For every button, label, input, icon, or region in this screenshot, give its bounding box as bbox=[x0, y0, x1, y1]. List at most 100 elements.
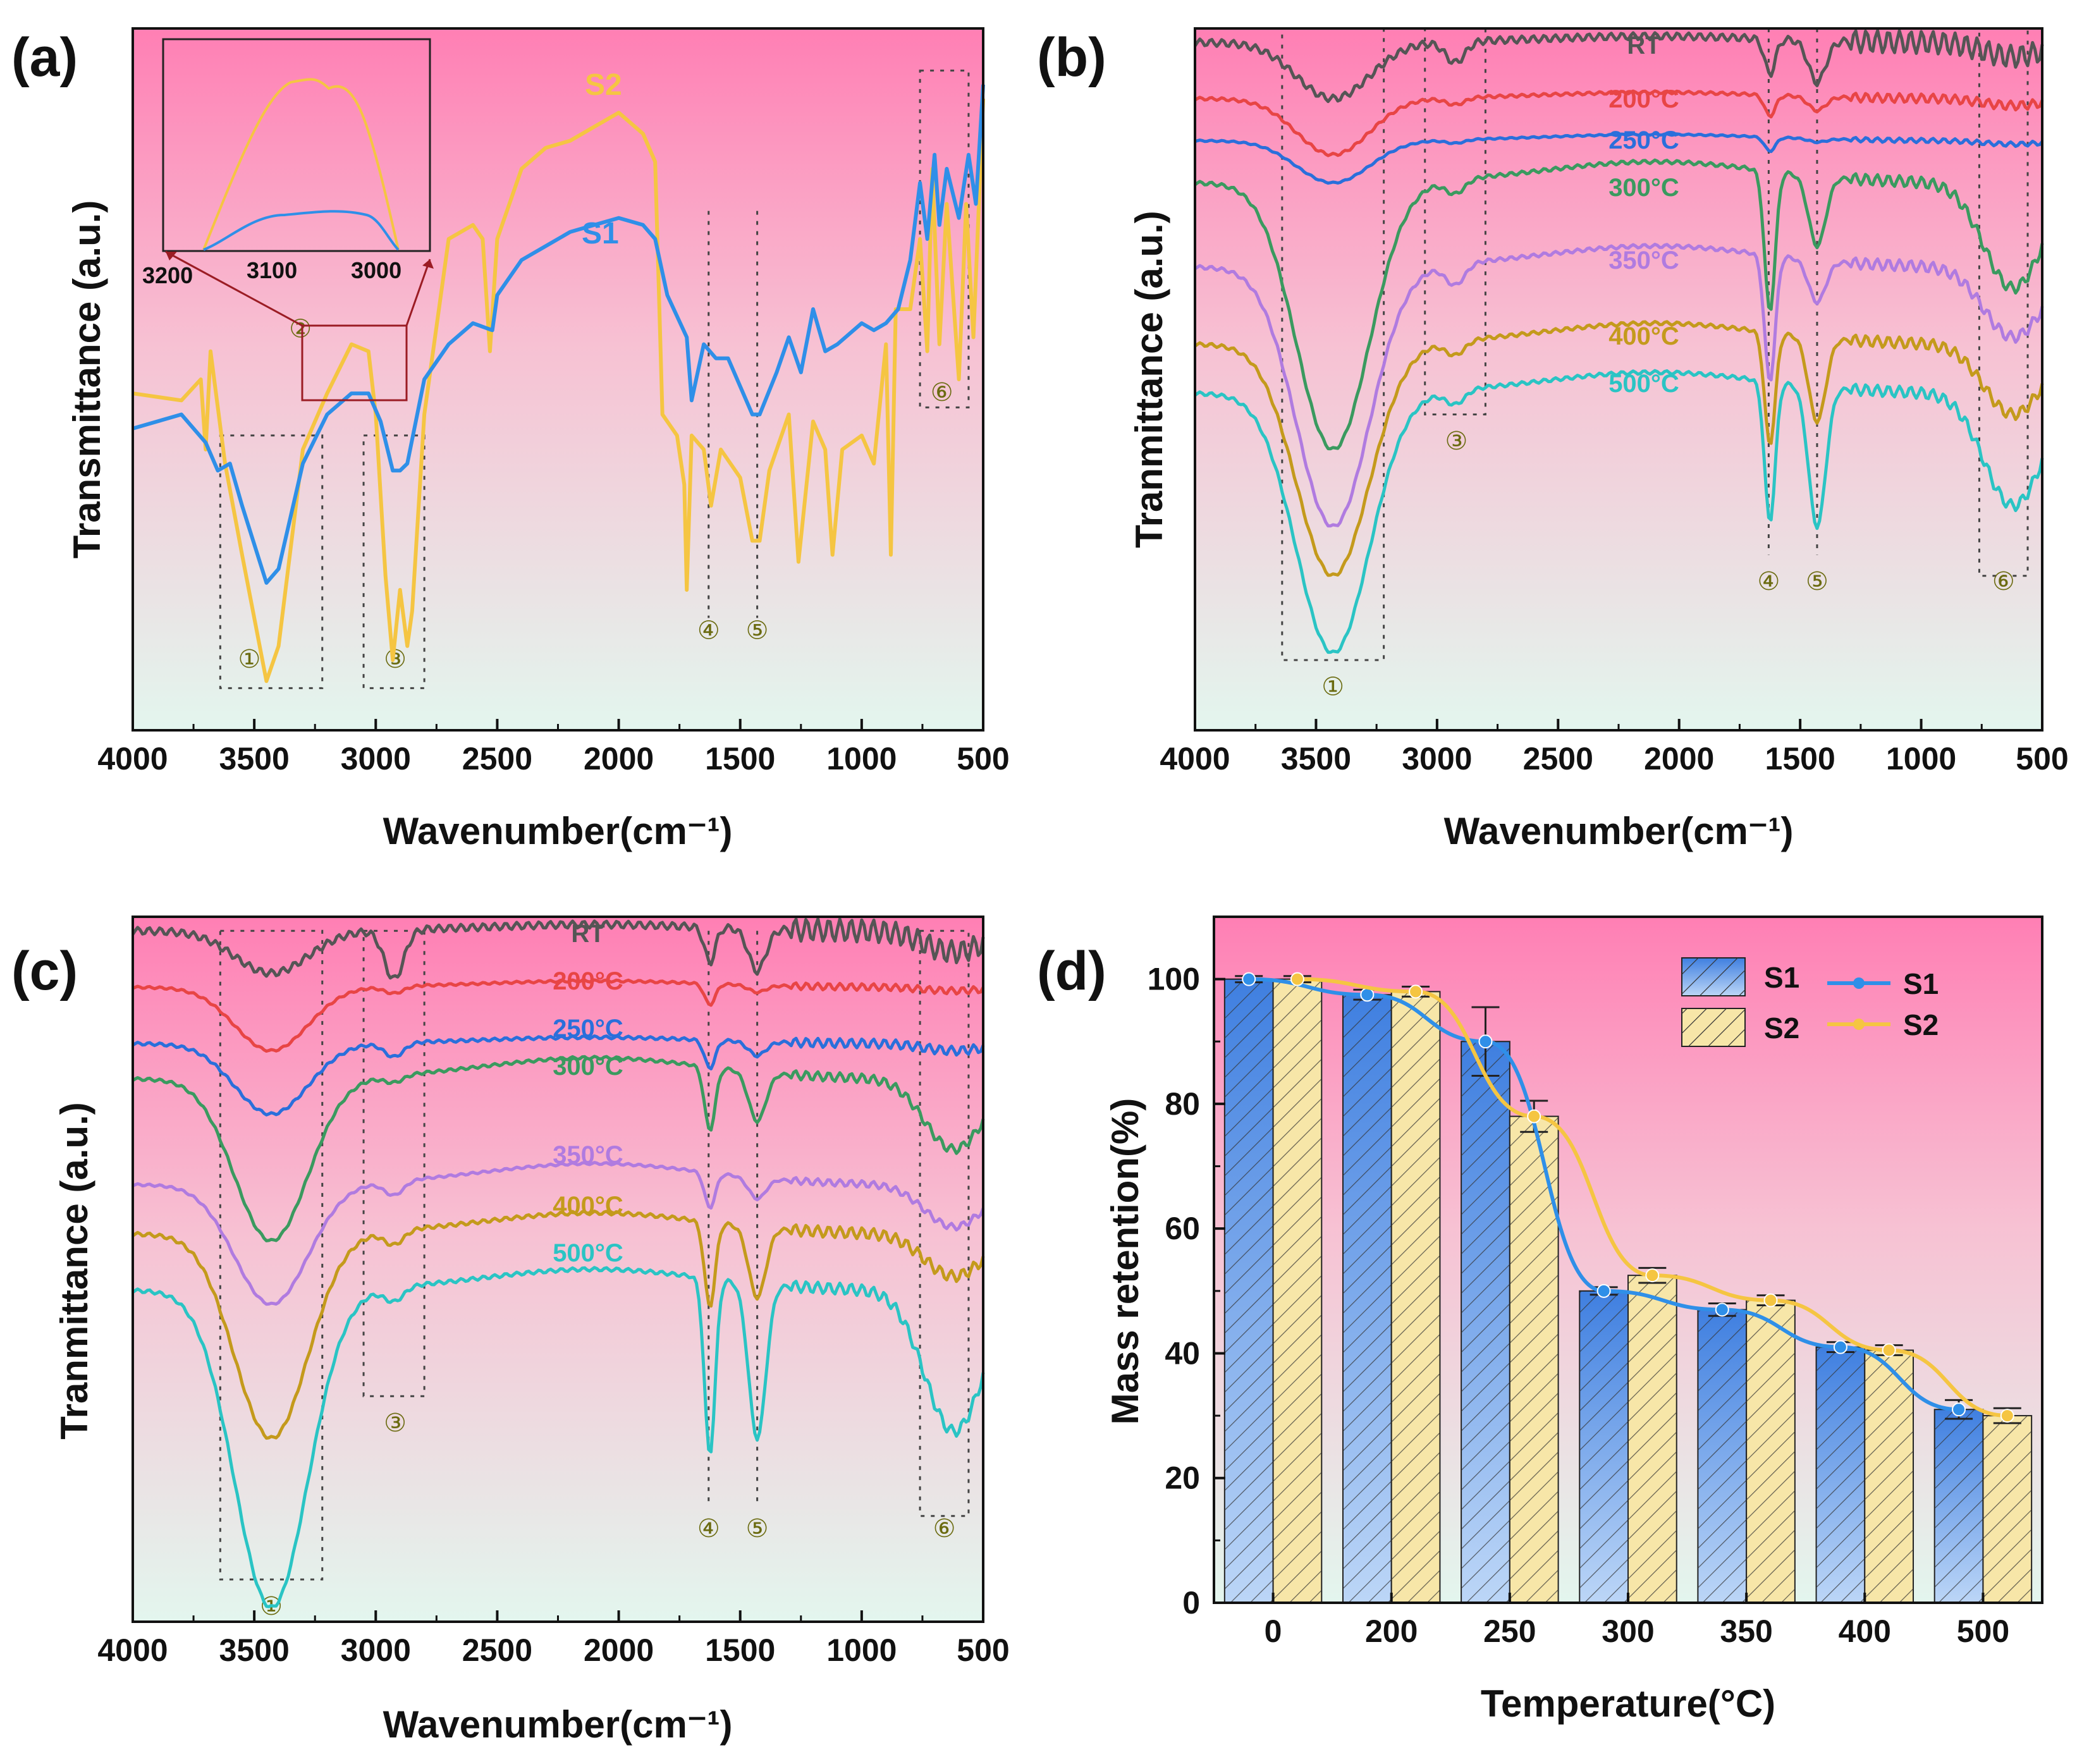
inset-tick-3000: 3000 bbox=[351, 257, 401, 283]
series-label-300: 300°C bbox=[1608, 174, 1679, 202]
line-marker-s1 bbox=[1833, 1340, 1847, 1354]
x-tick-label: 500 bbox=[957, 1632, 1009, 1668]
panel-a-y-axis-label: Transmittance (a.u.) bbox=[66, 200, 108, 559]
y-tick-label: 0 bbox=[1182, 1585, 1200, 1620]
legend-bar-s2-hatch bbox=[1682, 1008, 1745, 1046]
bar-hatch-s1 bbox=[1816, 1347, 1865, 1603]
inset-arrow-right bbox=[422, 259, 434, 269]
series-label-400: 400°C bbox=[553, 1192, 623, 1220]
band-box bbox=[219, 434, 324, 689]
band-box bbox=[919, 929, 970, 1517]
series-label-350: 350°C bbox=[553, 1141, 623, 1169]
line-marker-s1 bbox=[1242, 972, 1256, 986]
panel-c-label: (c) bbox=[11, 941, 78, 1001]
series-label-rt: RT bbox=[1627, 32, 1660, 59]
x-tick-label: 500 bbox=[957, 741, 1009, 776]
legend-line-s2-marker bbox=[1853, 1019, 1865, 1030]
y-tick-label: 60 bbox=[1165, 1211, 1200, 1246]
line-marker-s2 bbox=[1290, 972, 1304, 986]
inset-frame bbox=[162, 38, 431, 252]
x-tick-label: 1000 bbox=[1886, 741, 1956, 776]
x-tick-label: 500 bbox=[1957, 1614, 2009, 1649]
bar-hatch-s1 bbox=[1579, 1290, 1628, 1603]
line-marker-s1 bbox=[1596, 1283, 1611, 1298]
panel-c-x-ticks: 4000 3500 3000 2500 2000 1500 1000 500 bbox=[97, 1610, 1010, 1668]
inset-s2-curve bbox=[202, 78, 400, 250]
panel-d-ticks: 0 200 250 300 350 400 500 0 20 40 60 80 100 bbox=[1148, 962, 2010, 1649]
series-line-400 bbox=[132, 1210, 985, 1440]
series-label-s1: S1 bbox=[582, 217, 619, 250]
bar-hatch-s2 bbox=[1509, 1116, 1559, 1603]
series-line-350 bbox=[1194, 242, 2044, 528]
x-tick-label: 4000 bbox=[97, 1632, 168, 1668]
x-tick-label: 3000 bbox=[1402, 741, 1472, 776]
series-label-350: 350°C bbox=[1608, 247, 1679, 274]
series-line-rt bbox=[1193, 28, 2044, 103]
panel-d-y-axis-label: Mass retention(%) bbox=[1104, 1098, 1146, 1425]
band-annotation: ⑥ bbox=[933, 1515, 956, 1543]
x-tick-label: 2000 bbox=[584, 1632, 654, 1668]
bar-hatch-s1 bbox=[1698, 1309, 1747, 1603]
panel-d-x-axis-label: Temperature(°C) bbox=[1481, 1682, 1775, 1725]
series-line-250 bbox=[132, 1034, 985, 1117]
panel-b-y-axis-label: Tranmittance (a.u.) bbox=[1128, 211, 1170, 548]
line-marker-s2 bbox=[2000, 1409, 2014, 1423]
x-tick-label: 500 bbox=[2016, 741, 2068, 776]
line-marker-s1 bbox=[1715, 1302, 1729, 1317]
legend-line-s1-marker bbox=[1853, 977, 1865, 989]
x-tick-label: 1500 bbox=[705, 741, 775, 776]
series-line-s1 bbox=[132, 84, 985, 585]
x-tick-label: 2000 bbox=[584, 741, 654, 776]
series-label-250: 250°C bbox=[1608, 126, 1679, 154]
line-marker-s2 bbox=[1527, 1109, 1541, 1124]
band-annotation: ⑤ bbox=[746, 1515, 769, 1543]
y-tick-label: 20 bbox=[1165, 1461, 1200, 1496]
panel-c-series: RT 200°C 250°C 300°C 350°C 400°C 500°C bbox=[131, 917, 985, 1608]
y-tick-label: 100 bbox=[1148, 962, 1200, 997]
series-line-rt bbox=[131, 917, 985, 980]
x-tick-label: 3500 bbox=[219, 1632, 290, 1668]
series-line-400 bbox=[1194, 320, 2044, 577]
x-tick-label: 1500 bbox=[1765, 741, 1835, 776]
inset-connector-left bbox=[165, 250, 303, 327]
x-tick-label: 3000 bbox=[341, 741, 411, 776]
x-tick-label: 300 bbox=[1602, 1614, 1654, 1649]
series-line-300 bbox=[132, 1055, 985, 1242]
series-label-200: 200°C bbox=[553, 967, 623, 995]
legend-line-s2-label: S2 bbox=[1903, 1008, 1939, 1041]
band-annotation: ⑥ bbox=[931, 379, 953, 407]
panel-c-guides: ①③④ ⑤ ⑥ bbox=[219, 929, 970, 1620]
x-tick-label: 250 bbox=[1483, 1614, 1536, 1649]
panel-b-series: RT 200°C 250°C 300°C 350°C 400°C 500°C bbox=[1193, 28, 2044, 654]
bar-hatch-s2 bbox=[1865, 1350, 1914, 1603]
series-label-500: 500°C bbox=[1608, 370, 1679, 398]
series-line-250 bbox=[1194, 132, 2043, 185]
line-marker-s1 bbox=[1360, 988, 1375, 1002]
x-tick-label: 200 bbox=[1365, 1614, 1418, 1649]
legend-bar-s2-label: S2 bbox=[1764, 1012, 1799, 1044]
legend-line-s1-label: S1 bbox=[1903, 967, 1939, 1000]
band-box bbox=[1978, 27, 2029, 577]
panel-c-x-axis-label: Wavenumber(cm⁻¹) bbox=[383, 1703, 733, 1746]
series-line-200 bbox=[132, 978, 985, 1053]
x-tick-label: 4000 bbox=[97, 741, 168, 776]
series-line-500 bbox=[1194, 369, 2044, 654]
x-tick-label: 3500 bbox=[1281, 741, 1351, 776]
panel-d-lines bbox=[1242, 972, 2014, 1423]
line-marker-s1 bbox=[1952, 1402, 1966, 1417]
series-line-s2 bbox=[132, 98, 985, 683]
x-tick-label: 3000 bbox=[341, 1632, 411, 1668]
line-marker-s2 bbox=[1409, 984, 1423, 999]
band-box bbox=[219, 929, 324, 1581]
x-tick-label: 0 bbox=[1265, 1614, 1282, 1649]
bar-hatch-s1 bbox=[1461, 1041, 1510, 1603]
panel-a-x-ticks: 4000 3500 3000 2500 2000 1500 1000 500 bbox=[97, 719, 1010, 776]
band-annotation: ④ bbox=[1757, 568, 1780, 596]
line-marker-s2 bbox=[1882, 1343, 1896, 1357]
panel-a: (a) ① ③⑥④ ⑤② 3200 3100 3000 S2 S1 4000 3500… bbox=[11, 27, 1010, 852]
legend-bar-s1-label: S1 bbox=[1764, 961, 1799, 994]
bar-hatch-s2 bbox=[1628, 1275, 1677, 1603]
panel-a-plot-background bbox=[133, 28, 983, 730]
x-tick-label: 2500 bbox=[1523, 741, 1593, 776]
legend-bar-s1-hatch bbox=[1682, 958, 1745, 996]
